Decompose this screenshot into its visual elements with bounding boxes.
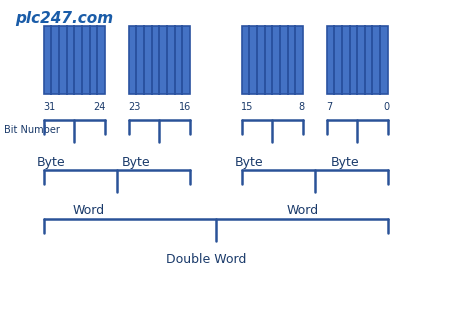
Bar [128,26,190,94]
Text: Bit Number: Bit Number [4,125,60,135]
Text: 15: 15 [241,102,254,112]
Bar [327,26,388,94]
Text: Byte: Byte [235,156,263,169]
Text: Double Word: Double Word [166,253,246,266]
Bar [242,26,303,94]
Text: Byte: Byte [36,156,65,169]
Text: 31: 31 [43,102,55,112]
Text: 0: 0 [383,102,389,112]
Text: 7: 7 [326,102,332,112]
Text: plc247.com: plc247.com [16,11,114,26]
Text: 23: 23 [128,102,140,112]
Text: Word: Word [73,204,105,217]
Text: Word: Word [287,204,319,217]
Text: 16: 16 [179,102,191,112]
Text: Byte: Byte [121,156,150,169]
Text: 24: 24 [94,102,106,112]
Bar [44,26,105,94]
Text: Byte: Byte [331,156,360,169]
Text: 8: 8 [298,102,304,112]
